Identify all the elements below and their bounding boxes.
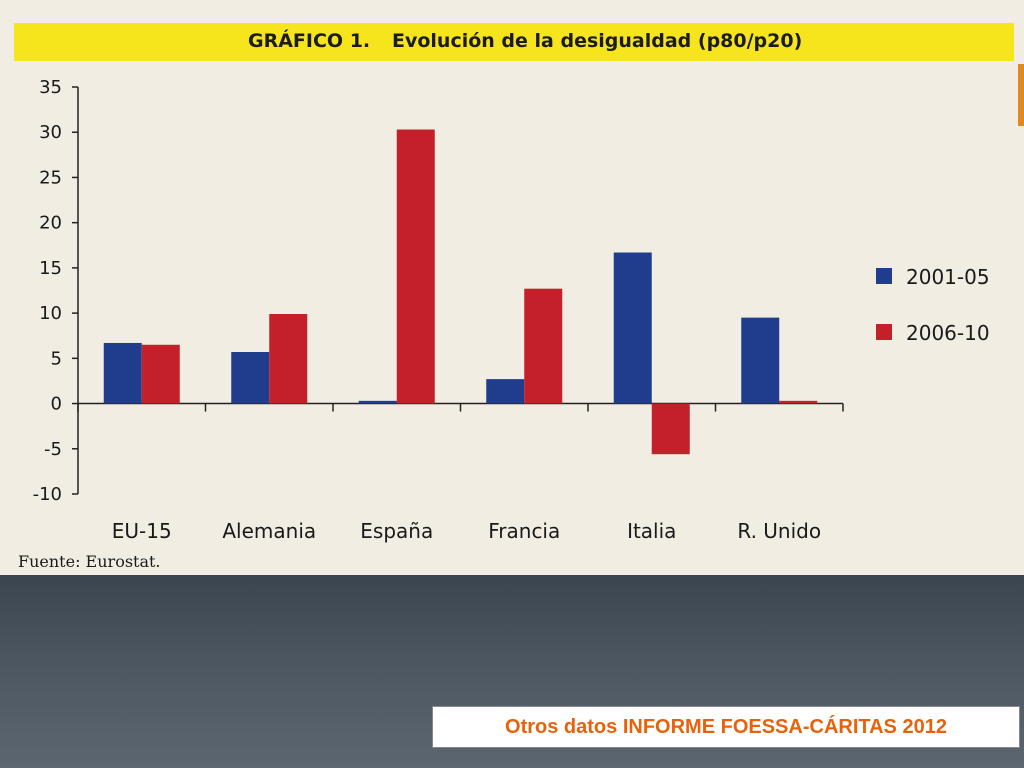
source-note: Fuente: Eurostat. bbox=[18, 552, 161, 571]
legend-label: 2001-05 bbox=[906, 265, 990, 289]
bar-2006-10-Alemania bbox=[269, 314, 308, 404]
category-label: EU-15 bbox=[112, 519, 172, 543]
caption-box: Otros datos INFORME FOESSA-CÁRITAS 2012 bbox=[432, 706, 1020, 748]
chart-image bbox=[0, 0, 1024, 575]
chart-title: Evolución de la desigualdad (p80/p20) bbox=[392, 30, 803, 52]
legend-label: 2006-10 bbox=[906, 321, 990, 345]
title-band bbox=[14, 23, 1014, 61]
bar-2001-05-R. Unido bbox=[741, 317, 780, 404]
y-tick-label: 10 bbox=[39, 303, 62, 324]
y-tick-label: -5 bbox=[44, 439, 62, 460]
legend-swatch bbox=[876, 324, 892, 340]
bar-2001-05-España bbox=[358, 400, 397, 404]
y-tick-label: 5 bbox=[51, 348, 62, 369]
category-label: Italia bbox=[627, 519, 676, 543]
legend: 2001-05 2006-10 bbox=[876, 265, 990, 345]
caption-text: Otros datos INFORME FOESSA-CÁRITAS 2012 bbox=[505, 715, 947, 738]
bar-2006-10-Francia bbox=[524, 288, 563, 404]
edge-accent bbox=[1018, 64, 1024, 126]
x-axis: EU-15 Alemania España Francia Italia R. Unido bbox=[77, 402, 844, 543]
y-tick-label: -10 bbox=[33, 484, 62, 505]
y-axis: 35 30 25 20 15 10 5 0 -5 -10 bbox=[33, 77, 79, 505]
bars bbox=[103, 129, 818, 455]
bar-2001-05-Alemania bbox=[231, 352, 270, 404]
bar-2001-05-Francia bbox=[486, 379, 525, 404]
y-tick-label: 0 bbox=[51, 394, 62, 415]
category-label: Alemania bbox=[222, 519, 316, 543]
bar-2001-05-Italia bbox=[613, 252, 652, 404]
legend-swatch bbox=[876, 268, 892, 284]
category-label: R. Unido bbox=[737, 519, 821, 543]
bar-chart: 35 30 25 20 15 10 5 0 -5 -10 EU-15 Alemania España F… bbox=[33, 77, 990, 543]
figure-label: GRÁFICO 1. bbox=[248, 30, 371, 52]
bar-2001-05-EU-15 bbox=[103, 342, 142, 404]
y-tick-label: 20 bbox=[39, 213, 62, 234]
bar-2006-10-EU-15 bbox=[141, 344, 180, 404]
y-tick-label: 15 bbox=[39, 258, 62, 279]
category-label: España bbox=[360, 519, 433, 543]
bar-2006-10-España bbox=[396, 129, 435, 404]
y-tick-label: 30 bbox=[39, 122, 62, 143]
y-tick-label: 25 bbox=[39, 167, 62, 188]
bar-2006-10-Italia bbox=[651, 403, 690, 455]
bar-2006-10-R. Unido bbox=[779, 400, 818, 404]
category-label: Francia bbox=[488, 519, 560, 543]
y-tick-label: 35 bbox=[39, 77, 62, 98]
